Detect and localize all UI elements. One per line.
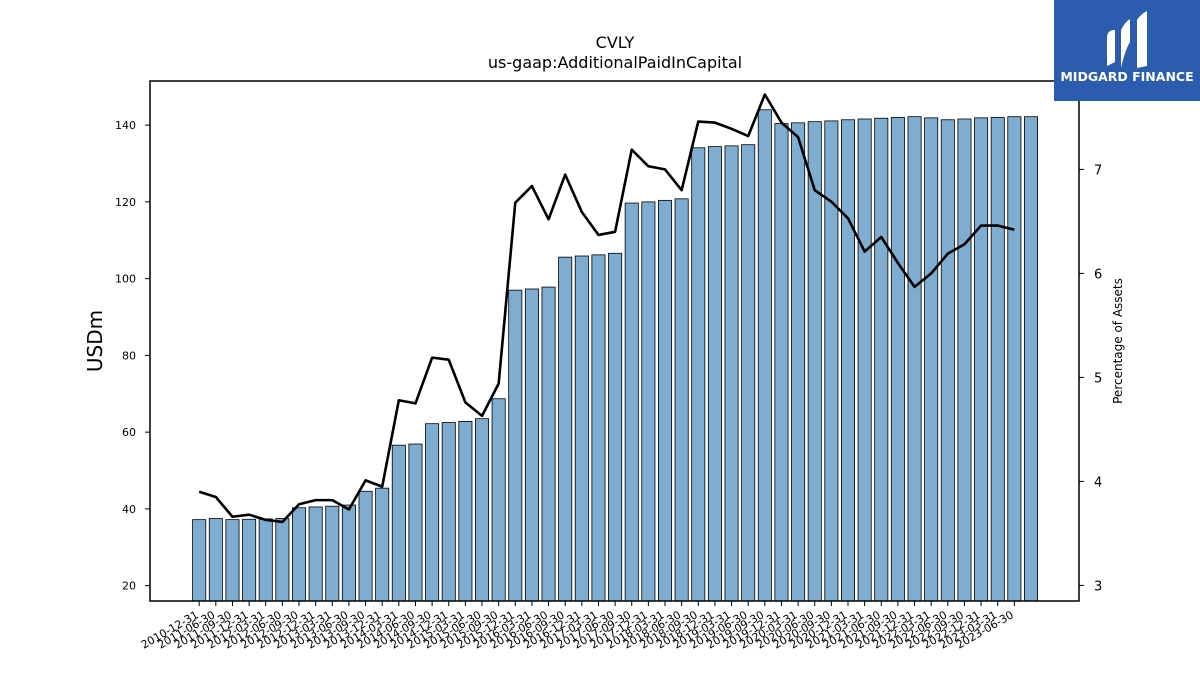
chart-title: CVLY (596, 33, 635, 52)
bar-2014-09-30 (441, 422, 456, 602)
bar-2021-12-31 (924, 117, 939, 602)
brand-logo-icon (1107, 11, 1147, 68)
y-tick-label-40: 40 (122, 503, 136, 516)
bar-2012-03-31 (275, 518, 290, 602)
brand-logo: MIDGARD FINANCE (1054, 0, 1200, 101)
bar-2018-03-31 (674, 198, 689, 602)
bar-2019-03-31 (741, 144, 756, 602)
bar-2012-09-30 (308, 506, 323, 602)
bar-2015-12-31 (524, 288, 539, 602)
bar-2019-12-31 (791, 122, 806, 602)
bar-2014-03-31 (408, 443, 423, 602)
x-axis: 2010-12-312011-06-302011-09-302011-12-31… (139, 601, 1016, 652)
bar-2013-09-30 (375, 487, 390, 602)
bar-2014-12-31 (458, 420, 473, 602)
bar-2018-12-31 (724, 145, 739, 602)
bar-2015-06-30 (491, 398, 506, 602)
line-group (198, 93, 1015, 524)
bar-2017-12-31 (658, 199, 673, 602)
bar-2011-03-31 (208, 518, 223, 602)
brand-name: MIDGARD FINANCE (1060, 69, 1193, 84)
y2-tick-label-4: 4 (1094, 475, 1102, 490)
bar-2012-06-30 (292, 507, 307, 602)
y-tick-label-120: 120 (115, 196, 136, 209)
bar-2011-09-30 (242, 518, 257, 602)
bar-2022-06-30 (957, 118, 972, 602)
bar-2013-12-31 (391, 444, 406, 602)
bar-2014-06-30 (425, 423, 440, 602)
y2-tick-label-6: 6 (1094, 267, 1102, 282)
bar-2016-06-30 (558, 256, 573, 602)
bar-2017-09-30 (641, 201, 656, 602)
bar-2019-06-30 (757, 109, 772, 602)
bar-2021-03-31 (874, 117, 889, 602)
left-axis: 20 40 60 80 100 120 140 (115, 119, 150, 593)
y2-axis-label: Percentage of Assets (1111, 278, 1125, 404)
y-tick-label-140: 140 (115, 119, 136, 132)
brand-logo-background (1054, 0, 1200, 101)
bar-2023-06-30 (1024, 116, 1039, 602)
y-tick-label-100: 100 (115, 273, 136, 286)
bar-2013-03-31 (341, 504, 356, 602)
bar-2023-03-31 (1007, 116, 1022, 602)
y2-tick-label-5: 5 (1094, 371, 1102, 386)
y-axis-label: USDm (83, 310, 107, 372)
bar-2021-09-30 (907, 116, 922, 602)
right-axis: 3 4 5 6 7 (1079, 163, 1102, 594)
bar-2016-12-31 (591, 254, 606, 602)
bar-2022-12-31 (990, 117, 1005, 602)
chart-subtitle: us-gaap:AdditionalPaidInCapital (488, 53, 742, 72)
bar-2015-03-31 (475, 418, 490, 602)
bar-2021-06-30 (890, 117, 905, 602)
y2-tick-label-7: 7 (1094, 163, 1102, 178)
bar-2022-09-30 (974, 117, 989, 602)
bar-2020-06-30 (824, 120, 839, 602)
bar-2015-09-30 (508, 289, 523, 602)
bar-2022-03-31 (940, 119, 955, 602)
y-tick-label-80: 80 (122, 349, 136, 362)
y2-tick-label-3: 3 (1094, 579, 1102, 594)
plot-frame (149, 80, 1080, 602)
bar-2020-12-31 (857, 118, 872, 602)
bar-2013-06-30 (358, 490, 373, 602)
y-tick-label-20: 20 (122, 580, 136, 593)
bar-2011-12-31 (258, 518, 273, 602)
bar-2012-12-31 (325, 505, 340, 602)
bar-2017-03-31 (608, 252, 623, 602)
bar-2020-09-30 (841, 119, 856, 602)
bar-2017-06-30 (624, 202, 639, 602)
bar-2010-12-31 (192, 519, 207, 602)
bar-2019-09-30 (774, 123, 789, 602)
bar-2016-03-31 (541, 286, 556, 602)
bar-2018-06-30 (691, 147, 706, 602)
y-tick-label-60: 60 (122, 426, 136, 439)
bar-2016-09-30 (574, 255, 589, 602)
bar-2011-06-30 (225, 519, 240, 602)
bar-2018-09-30 (707, 146, 722, 602)
line-series-percentage-of-assets (198, 93, 1015, 524)
